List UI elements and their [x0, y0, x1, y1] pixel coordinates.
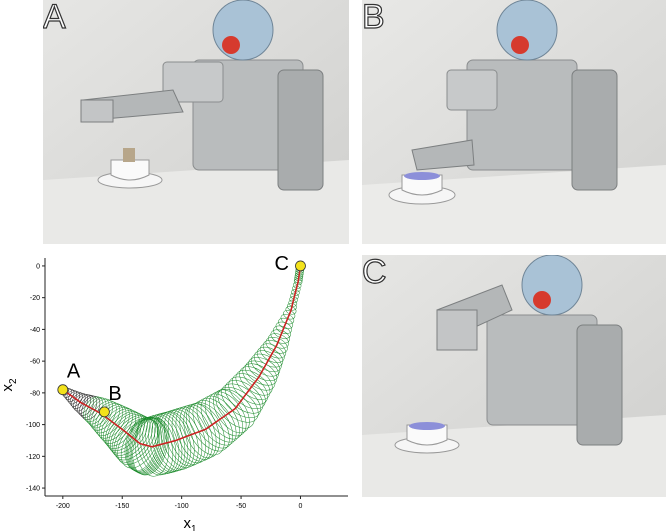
waypoint-marker-b — [99, 406, 110, 418]
trajectory-plot-svg: -200 -150 -100 -50 0 0 -20 -40 -60 -80 -100 -120 -14… — [0, 253, 348, 531]
x-tick-label: -100 — [175, 503, 189, 510]
photo-panel-b: B — [362, 0, 666, 244]
panel-label-a: A — [43, 0, 66, 36]
y-tick-label: -140 — [26, 486, 40, 493]
panel-label-b: B — [362, 0, 385, 36]
y-tick-label: -20 — [30, 295, 40, 302]
waypoint-markers: A B C — [57, 253, 306, 418]
waypoint-label-a: A — [67, 361, 81, 383]
covariance-ellipse — [120, 419, 160, 469]
waypoint-marker-a — [57, 384, 69, 396]
waypoint-label-c: C — [274, 253, 288, 275]
photo-panel-c: C — [362, 255, 666, 497]
y-tick-label: -100 — [26, 422, 40, 429]
robot-photo-c — [362, 255, 666, 497]
waypoint-label-b: B — [108, 383, 121, 405]
y-axis-label: x2 — [0, 378, 19, 392]
panel-label-c: C — [362, 255, 387, 291]
x-tick-label: -50 — [236, 503, 246, 510]
x-tick-label: -150 — [115, 503, 129, 510]
covariance-ellipse — [185, 403, 225, 456]
gmm-envelope — [59, 262, 305, 477]
photo-panel-a: A — [43, 0, 349, 244]
x-axis-label: x1 — [183, 515, 197, 531]
y-tick-label: -120 — [26, 454, 40, 461]
y-tick-label: -40 — [30, 327, 40, 334]
y-tick-label: 0 — [36, 263, 40, 270]
trajectory-plot: -200 -150 -100 -50 0 0 -20 -40 -60 -80 -100 -120 -14… — [0, 250, 362, 531]
plot-axes: -200 -150 -100 -50 0 0 -20 -40 -60 -80 -100 -120 -14… — [26, 258, 348, 510]
robot-photo-a — [43, 0, 349, 244]
robot-photo-b — [362, 0, 666, 244]
waypoint-marker-c — [295, 260, 306, 272]
y-tick-label: -60 — [30, 359, 40, 366]
y-tick-label: -80 — [30, 390, 40, 397]
x-tick-label: 0 — [299, 503, 303, 510]
trajectory-line — [62, 265, 302, 448]
x-tick-label: -200 — [56, 503, 70, 510]
covariance-ellipse — [215, 389, 255, 429]
